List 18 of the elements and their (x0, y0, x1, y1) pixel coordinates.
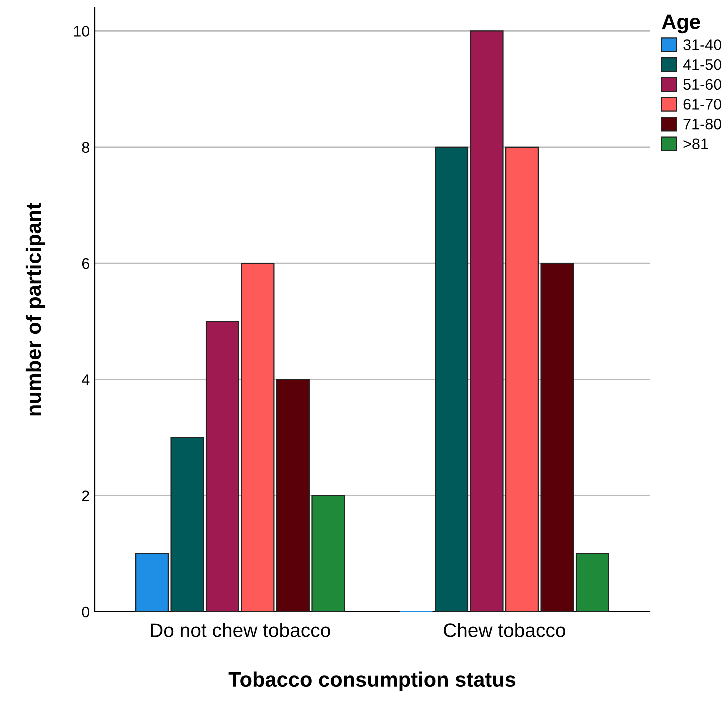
legend-label: 31-40 (684, 40, 722, 50)
y-tick-label: 0 (82, 606, 90, 618)
y-tick-label: 10 (74, 26, 90, 37)
y-tick-label: 6 (82, 258, 90, 270)
y-tick-label: 8 (82, 142, 90, 154)
y-tick-label: 4 (82, 374, 90, 386)
x-tick-label: Chew tobacco (444, 623, 566, 638)
legend-label: 61-70 (684, 99, 722, 110)
y-axis-title: number of participant (26, 203, 46, 416)
legend-label: 51-60 (684, 79, 722, 90)
bar (435, 146, 469, 612)
legend-title: Age (662, 14, 700, 34)
legend-label: 71-80 (684, 118, 722, 130)
legend-label: 41-50 (683, 59, 722, 70)
x-axis-title: Tobacco consumption status (228, 672, 516, 692)
legend-label: >81 (684, 138, 708, 150)
y-tick-label: 2 (82, 490, 90, 502)
x-tick-label: Do not chew tobacco (151, 623, 330, 638)
